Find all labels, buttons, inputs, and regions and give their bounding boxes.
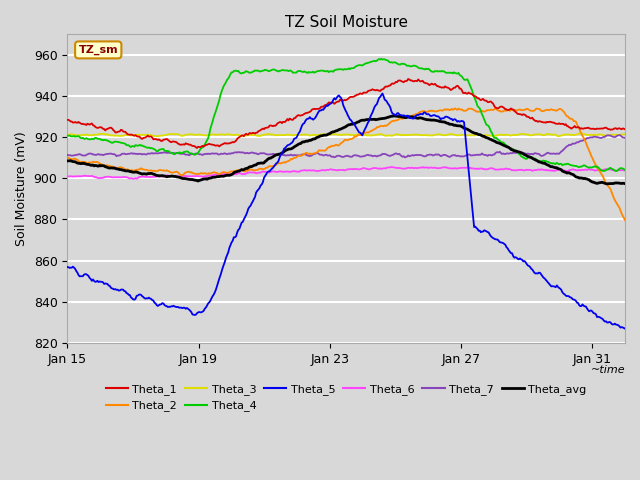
Line: Theta_avg: Theta_avg — [67, 116, 625, 184]
Theta_1 — [366, 87, 374, 93]
Line: Theta_2: Theta_2 — [67, 108, 625, 220]
Theta_1 — [404, 76, 412, 82]
Legend: Theta_1, Theta_2, Theta_3, Theta_4, Theta_5, Theta_6, Theta_7, Theta_avg: Theta_1, Theta_2, Theta_3, Theta_4, Thet… — [101, 380, 591, 416]
Theta_avg — [397, 114, 404, 120]
Theta_5 — [397, 112, 404, 118]
Theta_6 — [330, 167, 337, 173]
Line: Theta_3: Theta_3 — [67, 133, 625, 136]
Theta_4 — [612, 168, 620, 174]
Theta_6 — [366, 166, 374, 172]
Theta_7 — [332, 154, 339, 160]
Theta_7 — [621, 135, 629, 141]
Theta_3 — [610, 132, 618, 138]
Line: Theta_1: Theta_1 — [67, 79, 625, 148]
Theta_4 — [378, 56, 385, 61]
Theta_2 — [63, 155, 71, 160]
Theta_5 — [332, 96, 339, 102]
Theta_avg — [391, 113, 399, 119]
Theta_avg — [332, 128, 339, 134]
Theta_1 — [397, 78, 404, 84]
Line: Theta_7: Theta_7 — [67, 135, 625, 157]
Theta_3 — [239, 133, 246, 139]
Theta_3 — [333, 132, 340, 137]
Theta_5 — [63, 264, 71, 270]
Title: TZ Soil Moisture: TZ Soil Moisture — [285, 15, 408, 30]
Theta_2 — [451, 106, 459, 111]
Line: Theta_4: Theta_4 — [67, 59, 625, 171]
Theta_6 — [63, 173, 71, 179]
Theta_avg — [522, 152, 529, 158]
Theta_1 — [523, 114, 531, 120]
Theta_5 — [621, 326, 629, 332]
Theta_3 — [330, 132, 337, 137]
Theta_6 — [388, 164, 396, 170]
Theta_4 — [609, 167, 616, 172]
Theta_3 — [621, 132, 629, 137]
Theta_4 — [522, 156, 529, 162]
Theta_6 — [129, 176, 137, 182]
Theta_3 — [366, 132, 374, 138]
Theta_avg — [621, 181, 629, 187]
Theta_2 — [522, 107, 529, 113]
Theta_3 — [522, 132, 529, 137]
Theta_3 — [63, 132, 71, 138]
Theta_avg — [610, 180, 618, 186]
Theta_6 — [523, 167, 531, 173]
Theta_7 — [328, 154, 336, 160]
Theta_4 — [63, 133, 71, 139]
Theta_6 — [397, 166, 405, 171]
Theta_7 — [365, 153, 373, 158]
Theta_1 — [621, 126, 629, 132]
Theta_5 — [609, 322, 616, 327]
Theta_1 — [610, 126, 618, 132]
Theta_1 — [193, 145, 201, 151]
Theta_avg — [63, 158, 71, 164]
Theta_2 — [609, 192, 616, 198]
Theta_7 — [396, 151, 403, 157]
Theta_avg — [365, 117, 373, 122]
Theta_4 — [365, 60, 373, 66]
Theta_3 — [577, 131, 584, 136]
Theta_2 — [332, 142, 339, 148]
Theta_4 — [332, 67, 339, 73]
Theta_7 — [609, 134, 616, 140]
Theta_1 — [333, 99, 340, 105]
Theta_2 — [621, 217, 629, 223]
Theta_7 — [63, 152, 71, 158]
Text: TZ_sm: TZ_sm — [79, 45, 118, 55]
Theta_2 — [396, 116, 403, 122]
Theta_4 — [328, 68, 336, 74]
Y-axis label: Soil Moisture (mV): Soil Moisture (mV) — [15, 131, 28, 246]
Theta_7 — [401, 155, 409, 160]
Theta_1 — [330, 100, 337, 106]
Theta_avg — [604, 181, 611, 187]
Theta_avg — [328, 129, 336, 135]
Theta_2 — [365, 129, 373, 135]
Theta_4 — [621, 167, 629, 173]
Theta_6 — [333, 168, 340, 173]
Line: Theta_5: Theta_5 — [67, 94, 625, 329]
Theta_7 — [616, 132, 623, 138]
Theta_5 — [379, 91, 387, 96]
Theta_6 — [610, 168, 618, 173]
Theta_7 — [522, 151, 529, 156]
Theta_1 — [63, 117, 71, 123]
Theta_4 — [397, 61, 404, 67]
Theta_3 — [397, 132, 404, 138]
Theta_5 — [522, 259, 529, 265]
Text: ~time: ~time — [590, 365, 625, 375]
Theta_2 — [328, 143, 336, 149]
Theta_5 — [365, 118, 373, 124]
Theta_6 — [621, 168, 629, 173]
Line: Theta_6: Theta_6 — [67, 167, 625, 179]
Theta_5 — [328, 99, 336, 105]
